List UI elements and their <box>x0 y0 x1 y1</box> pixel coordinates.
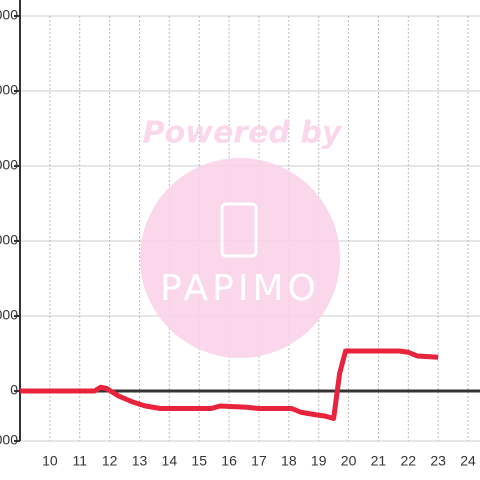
x-tick-label: 17 <box>251 453 267 469</box>
x-tick-label: 15 <box>191 453 207 469</box>
watermark-text: Powered by <box>143 116 343 151</box>
y-tick-label: -20,000 <box>0 432 18 448</box>
plot: -20,000 0 30,000 60,000 90,000 120,000 150,000… <box>0 0 480 469</box>
x-tick-label: 19 <box>311 453 327 469</box>
y-tick-label: 120,000 <box>0 82 18 98</box>
x-tick-label: 22 <box>401 453 417 469</box>
x-tick-label: 13 <box>132 453 148 469</box>
watermark-logo: PAPIMO <box>160 268 320 309</box>
x-tick-label: 10 <box>42 453 58 469</box>
x-tick-label: 16 <box>221 453 237 469</box>
data-line <box>20 348 439 421</box>
watermark-circle <box>140 158 340 358</box>
x-tick-label: 18 <box>281 453 297 469</box>
y-tick-label: 60,000 <box>0 232 18 248</box>
watermark: Powered by PAPIMO <box>140 116 343 358</box>
x-tick-label: 24 <box>460 453 476 469</box>
x-tick-label: 21 <box>371 453 387 469</box>
y-tick-label: 0 <box>10 382 18 398</box>
x-tick-label: 12 <box>102 453 118 469</box>
y-tick-label: 30,000 <box>0 307 18 323</box>
x-tick-label: 23 <box>430 453 446 469</box>
y-tick-label: 150,000 <box>0 7 18 23</box>
x-tick-label: 20 <box>341 453 357 469</box>
x-tick-label: 11 <box>72 453 87 469</box>
y-tick-label: 90,000 <box>0 157 18 173</box>
x-tick-label: 14 <box>162 453 178 469</box>
watermark-icon <box>220 202 258 258</box>
